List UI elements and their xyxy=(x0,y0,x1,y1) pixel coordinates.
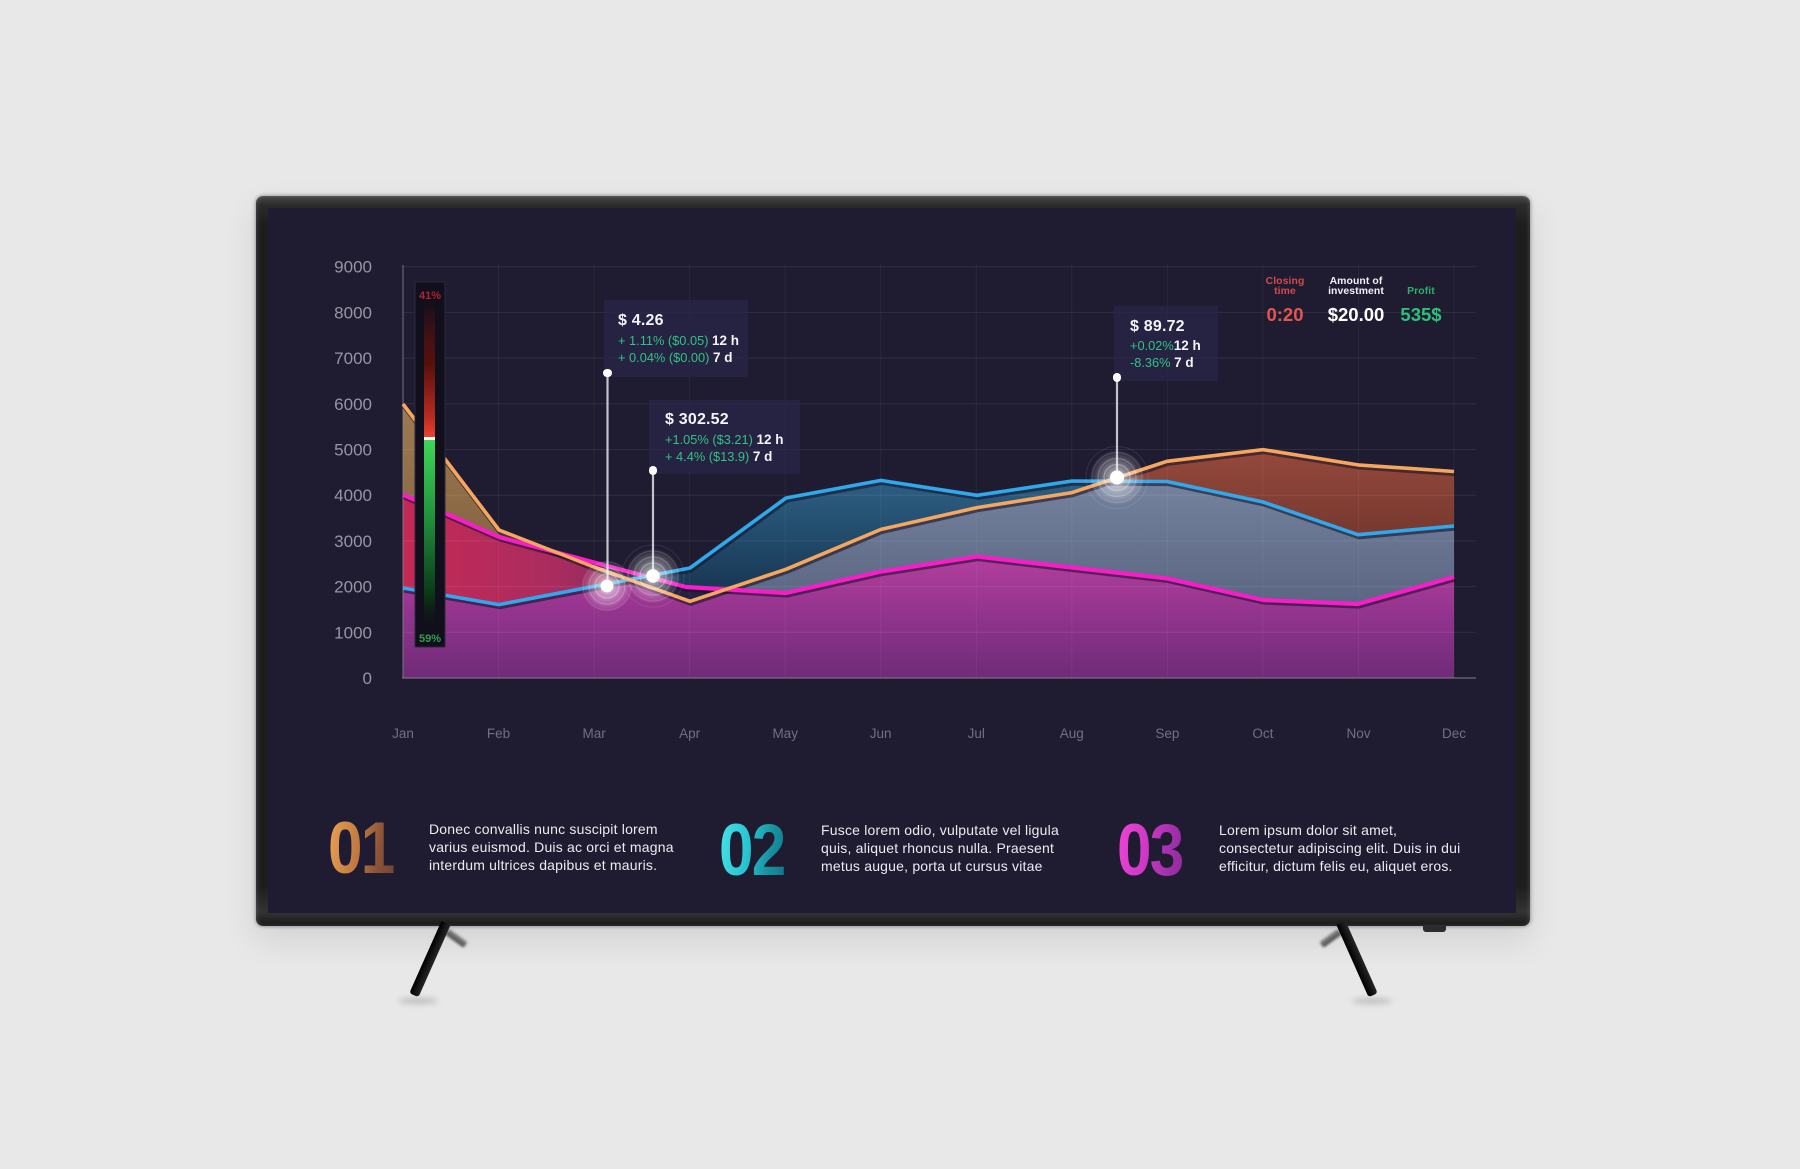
svg-text:Jan: Jan xyxy=(392,726,414,741)
svg-text:0: 0 xyxy=(363,669,372,688)
svg-text:9000: 9000 xyxy=(334,258,372,277)
svg-text:Nov: Nov xyxy=(1346,726,1370,741)
svg-text:5000: 5000 xyxy=(334,441,372,460)
svg-text:Apr: Apr xyxy=(679,726,701,741)
svg-text:41%: 41% xyxy=(419,290,441,302)
svg-text:Aug: Aug xyxy=(1060,726,1084,741)
svg-text:Sep: Sep xyxy=(1155,726,1179,741)
svg-text:4000: 4000 xyxy=(334,486,372,505)
svg-text:1000: 1000 xyxy=(334,623,372,642)
svg-text:Mar: Mar xyxy=(582,726,606,741)
svg-text:Oct: Oct xyxy=(1252,726,1273,741)
svg-text:59%: 59% xyxy=(419,633,441,645)
svg-text:8000: 8000 xyxy=(334,303,372,322)
svg-text:Dec: Dec xyxy=(1442,726,1466,741)
svg-text:Jul: Jul xyxy=(968,726,985,741)
svg-text:Feb: Feb xyxy=(487,726,510,741)
svg-text:6000: 6000 xyxy=(334,395,372,414)
svg-text:Jun: Jun xyxy=(870,726,892,741)
svg-text:May: May xyxy=(772,726,798,741)
svg-text:2000: 2000 xyxy=(334,578,372,597)
svg-text:7000: 7000 xyxy=(334,349,372,368)
svg-text:3000: 3000 xyxy=(334,532,372,551)
